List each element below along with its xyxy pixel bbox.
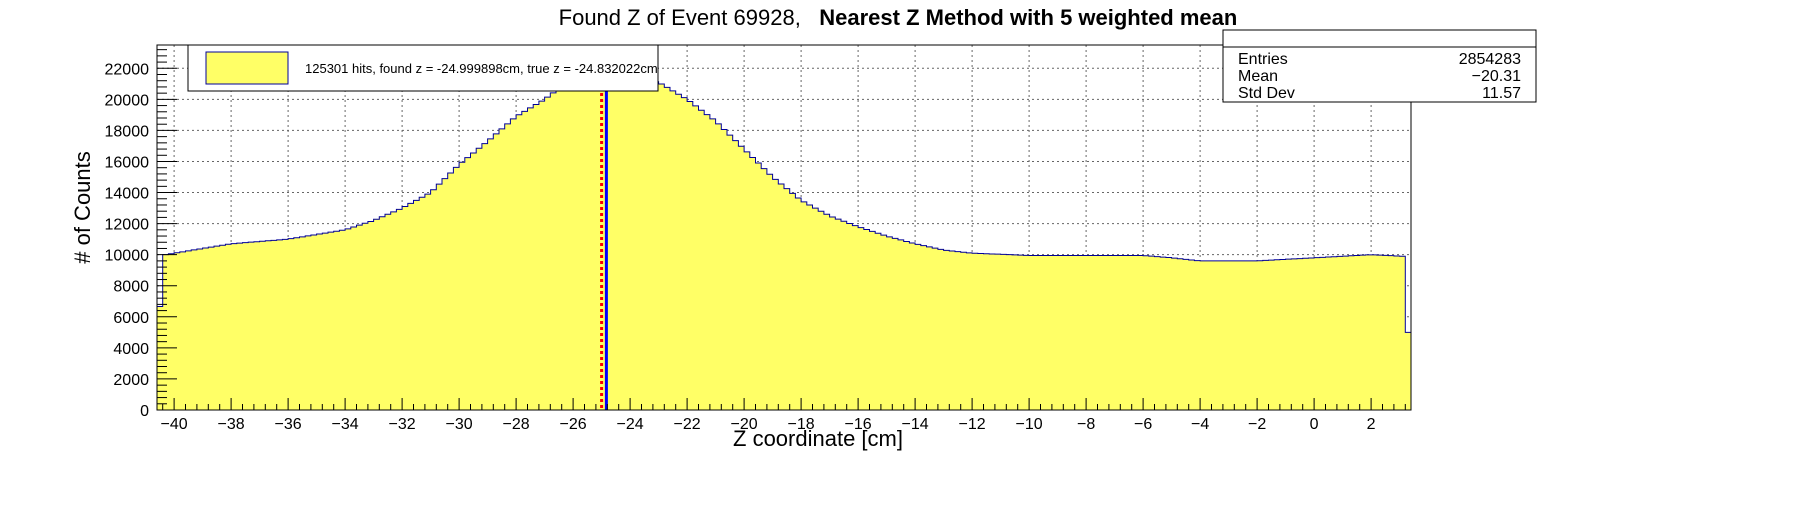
chart-title-main: Found Z of Event 69928, [559, 5, 801, 30]
x-tick-label: −40 [161, 416, 188, 433]
x-tick-label: −8 [1077, 416, 1095, 433]
legend: 125301 hits, found z = -24.999898cm, tru… [187, 44, 659, 92]
stats-box-frame [1222, 29, 1537, 103]
stats-value-mean: −20.31 [1472, 68, 1521, 85]
x-tick-label: −14 [902, 416, 929, 433]
plot-frame [156, 44, 1412, 411]
x-axis-title: Z coordinate [cm] [733, 426, 903, 451]
y-tick-label: 4000 [113, 341, 149, 358]
x-tick-label: 0 [1310, 416, 1319, 433]
y-tick-label: 12000 [105, 217, 150, 234]
x-tick-label: −18 [788, 416, 815, 433]
stats-label-stddev: Std Dev [1238, 85, 1295, 102]
y-tick-label: 20000 [105, 92, 150, 109]
x-tick-label: −4 [1191, 416, 1209, 433]
x-tick-label: 2 [1367, 416, 1376, 433]
x-tick-label: −22 [674, 416, 701, 433]
x-tick-label: −34 [332, 416, 359, 433]
x-tick-label: −26 [560, 416, 587, 433]
y-tick-label: 0 [140, 403, 149, 420]
y-tick-label: 16000 [105, 154, 150, 171]
histogram-outline [156, 77, 1411, 410]
chart-title: Found Z of Event 69928, Nearest Z Method… [559, 5, 1238, 30]
x-tick-label: −36 [275, 416, 302, 433]
stats-value-entries: 2854283 [1459, 51, 1521, 68]
y-tick-label: 6000 [113, 310, 149, 327]
plot-area: −40 −38 −36 −34 −32 −30 −28 −26 −24 −22 −20 −18 −16−… [105, 44, 1412, 433]
y-tick-label: 18000 [105, 123, 150, 140]
x-tick-label: −10 [1016, 416, 1043, 433]
x-tick-label: −20 [731, 416, 758, 433]
y-tick-label: 2000 [113, 372, 149, 389]
x-axis: −40 −38 −36 −34 −32 −30 −28 −26 −24 −22 −20 −18 −16−… [161, 398, 1406, 433]
x-tick-label: −28 [503, 416, 530, 433]
y-axis: 0 2000 4000 6000 8000 10000 12000 14000 16000 180… [105, 49, 177, 420]
x-tick-label: −32 [389, 416, 416, 433]
x-tick-label: −16 [845, 416, 872, 433]
y-axis-title: # of Counts [70, 151, 95, 264]
legend-swatch [205, 51, 289, 85]
y-tick-label: 14000 [105, 186, 150, 203]
x-tick-label: −30 [446, 416, 473, 433]
chart-title-method: Nearest Z Method with 5 weighted mean [819, 5, 1237, 30]
stats-label-mean: Mean [1238, 68, 1278, 85]
stats-label-entries: Entries [1238, 51, 1288, 68]
x-tick-label: −2 [1248, 416, 1266, 433]
legend-entry: 125301 hits, found z = -24.999898cm, tru… [305, 61, 658, 76]
stats-value-stddev: 11.57 [1482, 85, 1521, 102]
histogram-fill [157, 77, 1411, 411]
x-tick-label: −38 [218, 416, 245, 433]
y-tick-label: 10000 [105, 248, 150, 265]
x-tick-label: −6 [1134, 416, 1152, 433]
x-tick-label: −24 [617, 416, 644, 433]
x-tick-label: −12 [959, 416, 986, 433]
marker-lines [600, 45, 608, 410]
stats-box: Entries 2854283 Mean −20.31 Std Dev 11.5… [1222, 29, 1537, 103]
y-tick-label: 22000 [105, 61, 150, 78]
y-tick-label: 8000 [113, 279, 149, 296]
